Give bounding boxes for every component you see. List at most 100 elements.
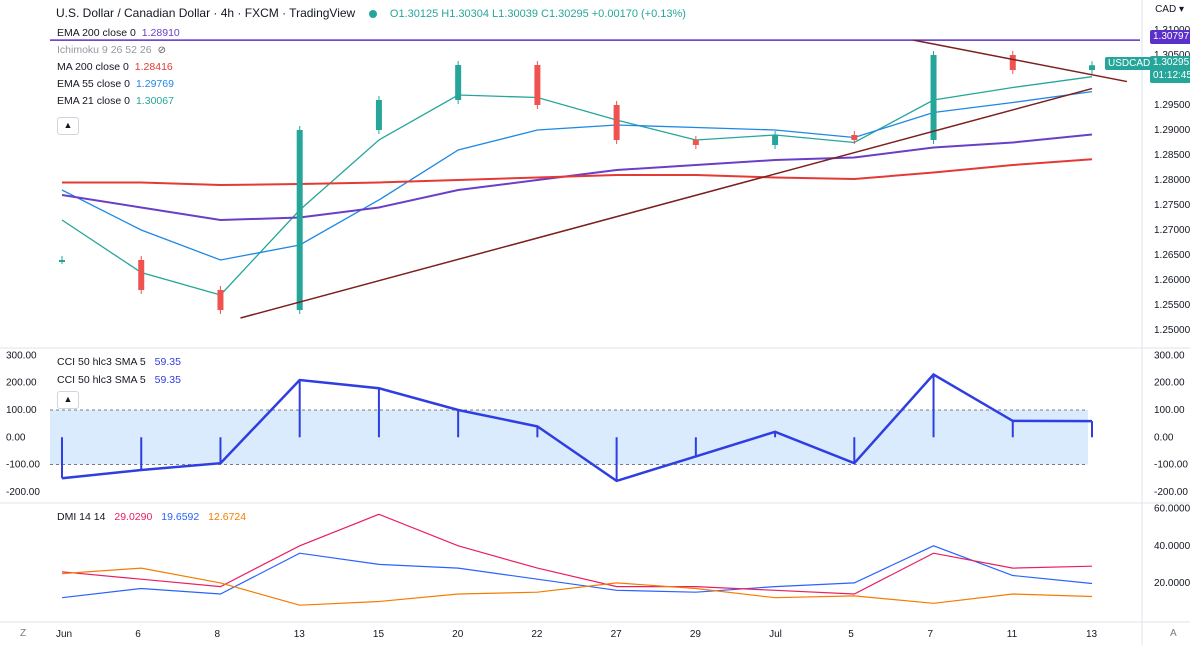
y-tick-label-left: 0.00 [6, 432, 26, 443]
x-tick-label: 6 [135, 629, 141, 640]
cci-band [50, 410, 1088, 465]
indicator-label: EMA 21 close 0 [57, 95, 130, 107]
indicator-value: 1.28910 [141, 27, 180, 39]
zoom-corner-button[interactable]: Z [20, 628, 27, 639]
y-tick-label: -200.00 [1154, 487, 1188, 498]
dmi-legend-label: DMI 14 14 [57, 511, 106, 523]
candle-body [772, 135, 779, 145]
support-trendline [240, 87, 1093, 319]
cci-legend-2[interactable]: CCI 50 hlc3 SMA 5 59.35 [57, 374, 181, 386]
y-tick-label: 1.25500 [1154, 300, 1190, 311]
y-tick-label-left: 300.00 [6, 350, 37, 361]
candle-body [534, 65, 541, 105]
ma-line-2 [61, 90, 1093, 261]
ma-line-3 [61, 133, 1093, 222]
candle-body [930, 55, 937, 140]
indicator-legend-row[interactable]: EMA 21 close 0 1.30067 [57, 95, 174, 107]
chevron-up-icon: ▲ [63, 394, 73, 404]
y-tick-label: 1.27000 [1154, 225, 1190, 236]
x-tick-label: 8 [214, 629, 220, 640]
chevron-up-icon: ▲ [63, 120, 73, 130]
candle-body [375, 100, 382, 130]
y-tick-label: -100.00 [1154, 460, 1188, 471]
y-tick-label: 60.0000 [1154, 504, 1190, 515]
cci-legend-label: CCI 50 hlc3 SMA 5 [57, 356, 146, 368]
symbol-title: U.S. Dollar / Canadian Dollar · 4h · FXC… [56, 6, 356, 20]
x-tick-label: 15 [373, 629, 385, 640]
auto-scale-button[interactable]: A [1170, 628, 1177, 639]
candle-body [217, 290, 224, 310]
y-tick-label-left: -100.00 [6, 460, 40, 471]
ma-line-1 [61, 76, 1093, 296]
x-tick-label: 7 [928, 629, 934, 640]
x-tick-label: 27 [611, 629, 623, 640]
y-tick-label-left: 100.00 [6, 405, 37, 416]
candle-body [455, 65, 462, 100]
cci-legend-1[interactable]: CCI 50 hlc3 SMA 5 59.35 [57, 356, 181, 368]
y-tick-label: 1.27500 [1154, 200, 1190, 211]
dmi-legend[interactable]: DMI 14 14 29.0290 19.6592 12.6724 [57, 511, 246, 523]
ma-line-4 [62, 158, 1093, 187]
dmi-line-1 [61, 513, 1093, 595]
candle-body [692, 140, 699, 145]
dmi-adx-value: 12.6724 [208, 511, 247, 523]
x-tick-label: 20 [452, 629, 464, 640]
dmi-minus-di-value: 29.0290 [114, 511, 153, 523]
x-tick-label: 13 [1086, 629, 1098, 640]
y-tick-label-left: -200.00 [6, 487, 40, 498]
cci-legend-value: 59.35 [154, 356, 181, 368]
indicator-legend-row[interactable]: MA 200 close 0 1.28416 [57, 61, 173, 73]
x-tick-label: 5 [848, 629, 854, 640]
y-tick-label: 300.00 [1154, 350, 1185, 361]
dmi-plus-di-value: 19.6592 [161, 511, 200, 523]
candle-body [138, 260, 145, 290]
indicator-legend-row[interactable]: EMA 200 close 0 1.28910 [57, 27, 180, 39]
indicator-legend-row[interactable]: Ichimoku 9 26 52 26 ⊘ [57, 44, 166, 56]
indicator-value: 1.30067 [135, 95, 174, 107]
indicator-label: MA 200 close 0 [57, 61, 129, 73]
y-tick-label: 20.0000 [1154, 578, 1190, 589]
y-tick-label: 1.26500 [1154, 250, 1190, 261]
market-status-icon [368, 9, 377, 18]
y-tick-label: 200.00 [1154, 378, 1185, 389]
cci-legend-label: CCI 50 hlc3 SMA 5 [57, 374, 146, 386]
chevron-down-icon: ▾ [1178, 4, 1184, 15]
y-tick-label: 1.28500 [1154, 150, 1190, 161]
chart-header: U.S. Dollar / Canadian Dollar · 4h · FXC… [56, 6, 686, 20]
candle-body [613, 105, 620, 140]
y-tick-label: 1.25000 [1154, 325, 1190, 336]
indicator-label: EMA 200 close 0 [57, 27, 136, 39]
collapse-cci-legend-button[interactable]: ▲ [57, 391, 79, 409]
ohlc-readout: O1.30125 H1.30304 L1.30039 C1.30295 +0.0… [389, 8, 686, 20]
cci-line [61, 372, 1093, 483]
candle-body [1089, 65, 1095, 70]
y-tick-label: 1.28000 [1154, 175, 1190, 186]
dmi-line-2 [61, 567, 1093, 606]
y-tick-label: 1.30500 [1154, 50, 1190, 61]
collapse-legend-button[interactable]: ▲ [57, 117, 79, 135]
y-tick-label: 0.00 [1154, 432, 1174, 443]
x-tick-label: 22 [531, 629, 543, 640]
y-tick-label: 1.29500 [1154, 100, 1190, 111]
symbol-price-tag: USDCAD [1105, 57, 1154, 70]
indicator-label: Ichimoku 9 26 52 26 [57, 44, 152, 56]
candle-body [851, 135, 858, 140]
descending-trendline [913, 39, 1128, 83]
candle-body [1009, 55, 1016, 70]
hidden-eye-icon[interactable]: ⊘ [157, 45, 166, 56]
x-tick-label: Jul [769, 629, 782, 640]
candle-body [59, 260, 65, 262]
countdown-tag: 01:12:45 [1150, 69, 1190, 83]
currency-label[interactable]: CAD ▾ [1155, 4, 1184, 15]
y-tick-label-left: 200.00 [6, 378, 37, 389]
y-tick-label: 100.00 [1154, 405, 1185, 416]
x-tick-label: 13 [294, 629, 306, 640]
cci-legend-value: 59.35 [154, 374, 181, 386]
y-tick-label: 1.26000 [1154, 275, 1190, 286]
candle-body [296, 130, 303, 310]
indicator-value: 1.29769 [135, 78, 174, 90]
indicator-legend-row[interactable]: EMA 55 close 0 1.29769 [57, 78, 174, 90]
x-tick-label: 29 [690, 629, 702, 640]
indicator-label: EMA 55 close 0 [57, 78, 130, 90]
